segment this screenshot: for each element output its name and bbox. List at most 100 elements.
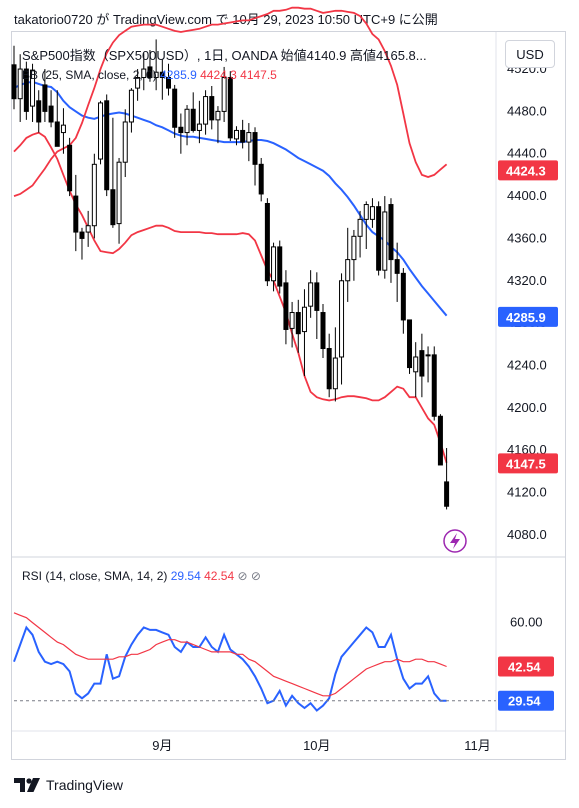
candle-body bbox=[437, 415, 443, 466]
candle bbox=[17, 54, 23, 122]
time-tick-label: 10月 bbox=[303, 738, 330, 753]
candle bbox=[104, 94, 110, 197]
footer-brand[interactable]: TradingView bbox=[14, 777, 123, 793]
candle bbox=[42, 69, 48, 122]
candle bbox=[60, 108, 66, 154]
candle-body bbox=[444, 481, 450, 507]
candle-body bbox=[351, 235, 357, 261]
price-axis-label-bg bbox=[498, 160, 558, 181]
candle bbox=[184, 105, 190, 146]
candle bbox=[376, 201, 382, 276]
candle bbox=[295, 299, 301, 353]
candle bbox=[382, 196, 388, 279]
candle bbox=[147, 49, 153, 82]
candle bbox=[264, 198, 270, 287]
candle-body bbox=[419, 350, 425, 377]
hidden-value-icon: ⊘ bbox=[250, 569, 261, 583]
candle bbox=[122, 109, 128, 178]
candle-body bbox=[196, 123, 202, 131]
rsi-legend[interactable]: RSI (14, close, SMA, 14, 2) 29.54 42.54 … bbox=[22, 569, 261, 583]
candle-body bbox=[60, 124, 66, 134]
bb-legend[interactable]: BB (25, SMA, close, 2, 0) 4285.9 4424.3 … bbox=[22, 68, 277, 82]
candle-body bbox=[122, 121, 128, 163]
candle bbox=[413, 342, 419, 398]
candle bbox=[425, 346, 431, 383]
candle-body bbox=[320, 312, 326, 350]
candle-body bbox=[116, 161, 122, 225]
candle-body bbox=[407, 319, 413, 369]
candle-body bbox=[166, 77, 171, 89]
rsi-axis-label-text: 42.54 bbox=[508, 660, 541, 675]
candle-body bbox=[79, 231, 85, 239]
candle-body bbox=[295, 312, 301, 335]
candle bbox=[444, 448, 450, 510]
candle bbox=[233, 126, 239, 146]
candle bbox=[394, 242, 400, 302]
time-tick-label: 9月 bbox=[152, 738, 172, 753]
currency-button[interactable]: USD bbox=[505, 40, 555, 68]
candle bbox=[339, 273, 345, 385]
candle-body bbox=[104, 100, 110, 191]
rsi-axis-label: 42.54 bbox=[498, 656, 554, 677]
candle bbox=[178, 113, 184, 154]
candle bbox=[141, 53, 147, 91]
candle bbox=[407, 319, 413, 374]
rsi-ma-line bbox=[13, 612, 447, 697]
candle bbox=[116, 157, 122, 244]
price-tick-label: 4200.0 bbox=[507, 400, 547, 415]
rsi-ma-value: 42.54 bbox=[204, 569, 235, 583]
candle bbox=[363, 201, 369, 250]
candle-body bbox=[289, 312, 295, 329]
candle bbox=[203, 90, 209, 135]
candle bbox=[215, 106, 221, 144]
candle-body bbox=[431, 354, 437, 417]
candle-body bbox=[153, 71, 159, 79]
candle bbox=[30, 63, 36, 122]
bb-basis-line bbox=[13, 80, 448, 317]
price-tick-label: 4240.0 bbox=[507, 357, 547, 372]
rsi-label: RSI (14, close, SMA, 14, 2) bbox=[22, 569, 168, 583]
candle bbox=[314, 272, 320, 339]
candle bbox=[98, 100, 104, 165]
candle bbox=[351, 229, 357, 281]
price-tick-label: 4440.0 bbox=[507, 146, 547, 161]
candle bbox=[301, 289, 307, 377]
alert-lightning-icon[interactable] bbox=[443, 529, 467, 553]
rsi-value: 29.54 bbox=[170, 569, 201, 583]
candle bbox=[240, 119, 246, 149]
candle-body bbox=[159, 71, 165, 79]
rsi-axis-label-bg bbox=[498, 656, 554, 677]
candle bbox=[209, 85, 215, 130]
candle bbox=[135, 69, 141, 101]
candle-body bbox=[308, 282, 314, 307]
published-line: takatorio0720 が TradingView.com で 10月 29… bbox=[14, 12, 438, 27]
candle bbox=[190, 92, 196, 133]
candle-body bbox=[184, 108, 190, 134]
candle-body bbox=[42, 84, 48, 112]
candle-body bbox=[172, 88, 178, 128]
candle-body bbox=[394, 259, 400, 274]
brand-name: TradingView bbox=[46, 777, 124, 793]
price-tick-label: 4080.0 bbox=[507, 527, 547, 542]
candle bbox=[246, 123, 252, 162]
candle-body bbox=[48, 105, 54, 123]
candle-body bbox=[91, 163, 97, 227]
rsi-axis-label: 29.54 bbox=[498, 690, 554, 711]
candle bbox=[172, 84, 178, 138]
candle bbox=[166, 63, 171, 96]
candle-body bbox=[314, 282, 320, 311]
symbol-legend[interactable]: S&P500指数（SPX500USD）, 1日, OANDA 始値4140.9 … bbox=[22, 48, 427, 63]
candle bbox=[91, 153, 97, 239]
time-tick-label: 11月 bbox=[464, 738, 491, 753]
candle-body bbox=[246, 132, 252, 143]
candle bbox=[388, 198, 394, 283]
candle bbox=[271, 242, 277, 292]
candle bbox=[400, 268, 406, 334]
candle-body bbox=[388, 204, 394, 261]
candle bbox=[326, 333, 332, 398]
candle bbox=[258, 157, 264, 202]
candle bbox=[431, 346, 437, 421]
candle bbox=[73, 174, 79, 252]
candle bbox=[289, 301, 295, 348]
